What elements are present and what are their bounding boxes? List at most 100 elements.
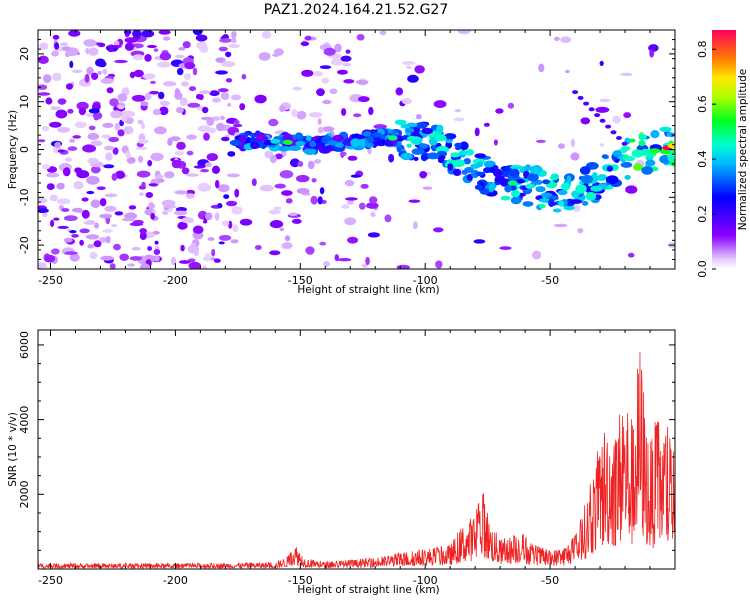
noise-blob — [57, 149, 65, 153]
y-tick-label: -20 — [18, 236, 31, 254]
signal-blob — [458, 150, 468, 156]
signal-peak — [327, 140, 338, 146]
noise-blob — [177, 221, 188, 230]
noise-blob — [620, 72, 633, 77]
noise-blob — [269, 155, 277, 164]
colorbar-tick-label: 0.0 — [696, 260, 709, 278]
noise-blob — [135, 146, 148, 150]
noise-blob — [422, 186, 433, 190]
noise-blob — [44, 254, 56, 263]
noise-blob — [76, 101, 89, 111]
noise-blob — [269, 220, 284, 229]
noise-blob — [78, 107, 86, 116]
noise-blob — [291, 218, 302, 224]
signal-blob — [229, 139, 243, 146]
noise-blob — [323, 261, 330, 267]
noise-blob — [38, 84, 48, 90]
noise-blob — [419, 171, 428, 179]
signal-peak — [667, 143, 675, 149]
noise-blob — [211, 248, 216, 257]
noise-blob — [42, 212, 48, 217]
signal-blob — [510, 190, 521, 198]
noise-blob — [311, 178, 317, 183]
noise-blob — [296, 110, 307, 120]
noise-blob — [138, 155, 143, 163]
signal-blob — [411, 148, 425, 155]
noise-blob — [273, 48, 284, 56]
noise-blob — [616, 136, 622, 140]
signal-blob — [612, 150, 622, 158]
noise-blob — [197, 125, 211, 132]
noise-blob — [139, 192, 144, 197]
signal-blob — [638, 140, 646, 147]
signal-blob — [641, 166, 654, 175]
signal-blob — [538, 198, 552, 203]
noise-blob — [215, 57, 226, 63]
noise-blob — [38, 92, 51, 96]
noise-blob — [159, 106, 169, 116]
noise-blob — [67, 146, 78, 151]
noise-blob — [499, 246, 512, 250]
noise-blob — [192, 225, 204, 234]
noise-blob — [356, 34, 365, 41]
noise-blob — [310, 195, 318, 205]
noise-blob — [54, 141, 61, 149]
noise-blob — [150, 80, 156, 84]
noise-blob — [51, 248, 60, 255]
noise-blob — [81, 197, 89, 202]
noise-blob — [174, 88, 181, 96]
signal-blob — [566, 175, 572, 185]
noise-blob — [127, 263, 135, 267]
x-tick-label: -200 — [163, 274, 188, 287]
noise-blob — [361, 263, 368, 268]
signal-peak — [557, 189, 568, 196]
y-tick-label: 20 — [18, 47, 31, 61]
noise-blob — [223, 194, 230, 200]
signal-blob — [465, 149, 475, 156]
noise-blob — [599, 98, 611, 103]
x-tick-label: -50 — [541, 574, 559, 587]
noise-blob — [69, 253, 80, 262]
noise-blob — [366, 202, 379, 209]
noise-blob — [554, 36, 560, 42]
noise-blob — [322, 99, 332, 105]
noise-blob — [144, 54, 152, 62]
noise-blob — [493, 139, 498, 146]
noise-blob — [347, 155, 358, 161]
noise-blob — [198, 90, 211, 94]
noise-blob — [215, 70, 228, 75]
noise-blob — [88, 108, 100, 114]
noise-blob — [132, 30, 142, 38]
signal-blob — [510, 196, 522, 205]
signal-blob — [504, 184, 512, 193]
noise-blob — [319, 65, 332, 69]
noise-blob — [119, 253, 129, 261]
noise-blob — [621, 141, 628, 146]
noise-blob — [202, 265, 208, 269]
signal-blob — [624, 175, 631, 180]
noise-blob — [55, 109, 68, 119]
noise-blob — [128, 205, 137, 210]
noise-blob — [71, 69, 83, 74]
noise-blob — [572, 90, 579, 95]
noise-blob — [133, 69, 144, 78]
noise-blob — [132, 54, 144, 61]
x-tick-label: -100 — [413, 574, 438, 587]
noise-blob — [340, 55, 352, 62]
noise-blob — [57, 225, 69, 229]
noise-blob — [239, 218, 253, 226]
noise-blob — [63, 237, 73, 243]
signal-blob — [394, 119, 407, 126]
noise-blob — [370, 211, 375, 217]
signal-blob — [558, 200, 565, 207]
noise-blob — [102, 229, 113, 233]
signal-blob — [632, 163, 644, 171]
noise-blob — [416, 114, 422, 120]
noise-blob — [150, 152, 164, 162]
signal-peak — [450, 152, 461, 158]
noise-blob — [99, 213, 113, 219]
noise-blob — [86, 175, 100, 185]
noise-blob — [111, 224, 118, 228]
noise-blob — [218, 88, 229, 93]
plot-frame — [37, 329, 676, 570]
